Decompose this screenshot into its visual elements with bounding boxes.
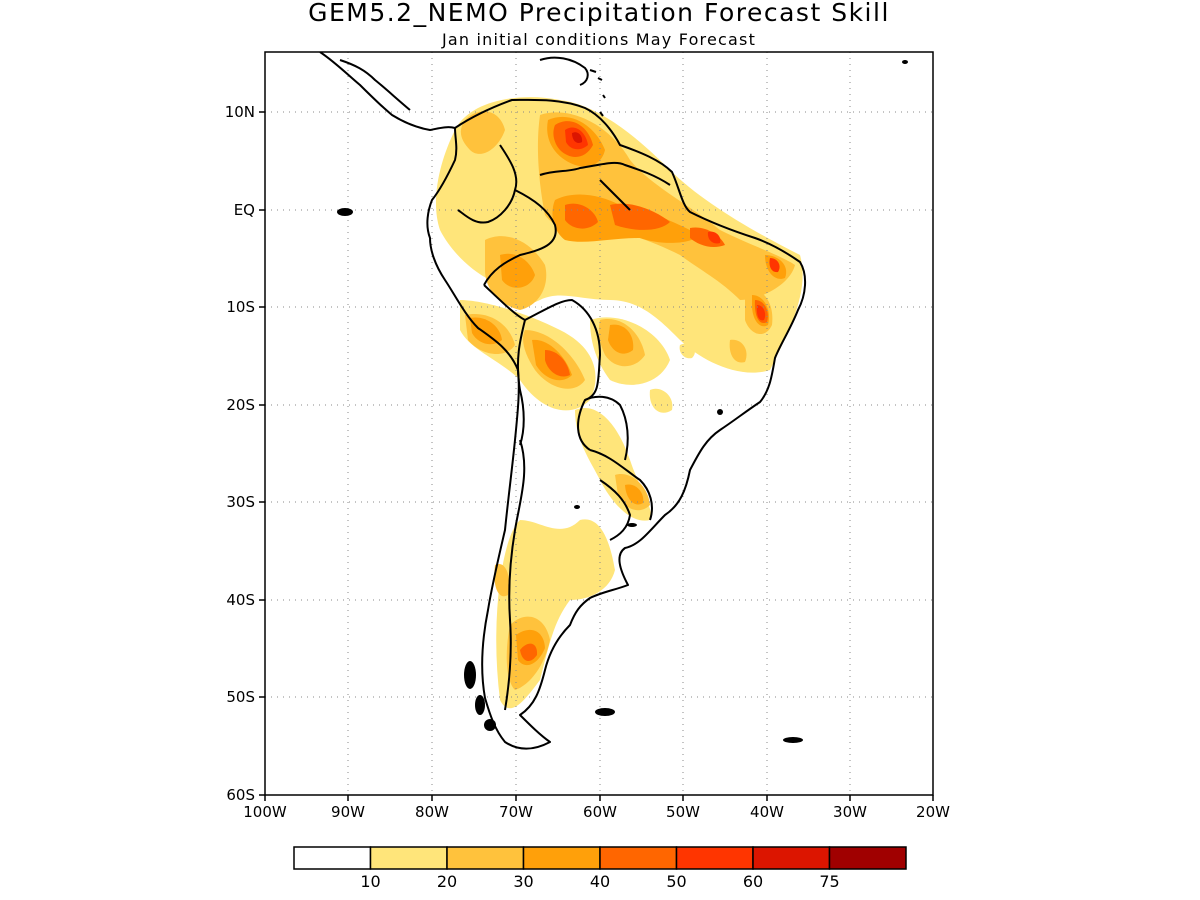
lon-tick-label: 40W: [750, 803, 784, 821]
skill-shading: [435, 97, 803, 709]
colorbar-swatch: [446, 846, 525, 870]
lon-tick-label: 90W: [331, 803, 365, 821]
plot-area: [265, 52, 933, 795]
lon-tick-label: 100W: [243, 803, 287, 821]
lat-tick-label: 10S: [226, 298, 255, 316]
colorbar-swatch: [828, 846, 907, 870]
lon-tick-label: 30W: [833, 803, 867, 821]
colorbar-swatch: [752, 846, 831, 870]
lat-tick-label: 20S: [226, 396, 255, 414]
lat-tick-label: 10N: [225, 103, 255, 121]
colorbar-label: 30: [513, 872, 533, 891]
lat-tick-label: 40S: [226, 591, 255, 609]
colorbar-swatch: [675, 846, 754, 870]
islands: [337, 60, 908, 743]
lon-tick-label: 60W: [583, 803, 617, 821]
lon-tick-label: 20W: [916, 803, 950, 821]
plot-frame: [264, 51, 934, 796]
colorbar-swatch: [369, 846, 448, 870]
colorbar-swatch: [293, 846, 372, 870]
colorbar-label: 20: [437, 872, 457, 891]
lat-tick-label: 60S: [226, 786, 255, 804]
lon-axis: 100W 90W 80W 70W 60W 50W 40W 30W 20W: [243, 795, 950, 821]
colorbar: [293, 846, 907, 870]
colorbar-swatch: [599, 846, 678, 870]
colorbar-label: 10: [360, 872, 380, 891]
lat-tick-label: EQ: [234, 201, 255, 219]
lat-tick-label: 50S: [226, 688, 255, 706]
lon-tick-label: 70W: [499, 803, 533, 821]
colorbar-label: 40: [590, 872, 610, 891]
lat-axis: 10N EQ 10S 20S 30S 40S 50S 60S: [225, 103, 265, 804]
colorbar-labels: 10 20 30 40 50 60 75: [360, 872, 839, 891]
colorbar-swatch: [522, 846, 601, 870]
colorbar-label: 60: [743, 872, 763, 891]
colorbar-label: 75: [819, 872, 839, 891]
figure-title: GEM5.2_NEMO Precipitation Forecast Skill: [308, 0, 890, 27]
lon-tick-label: 80W: [415, 803, 449, 821]
figure-subtitle: Jan initial conditions May Forecast: [441, 30, 756, 49]
skill-band-60-75: [572, 132, 583, 143]
lon-tick-label: 50W: [666, 803, 700, 821]
coastlines: [319, 52, 806, 750]
lat-tick-label: 30S: [226, 493, 255, 511]
colorbar-label: 50: [666, 872, 686, 891]
